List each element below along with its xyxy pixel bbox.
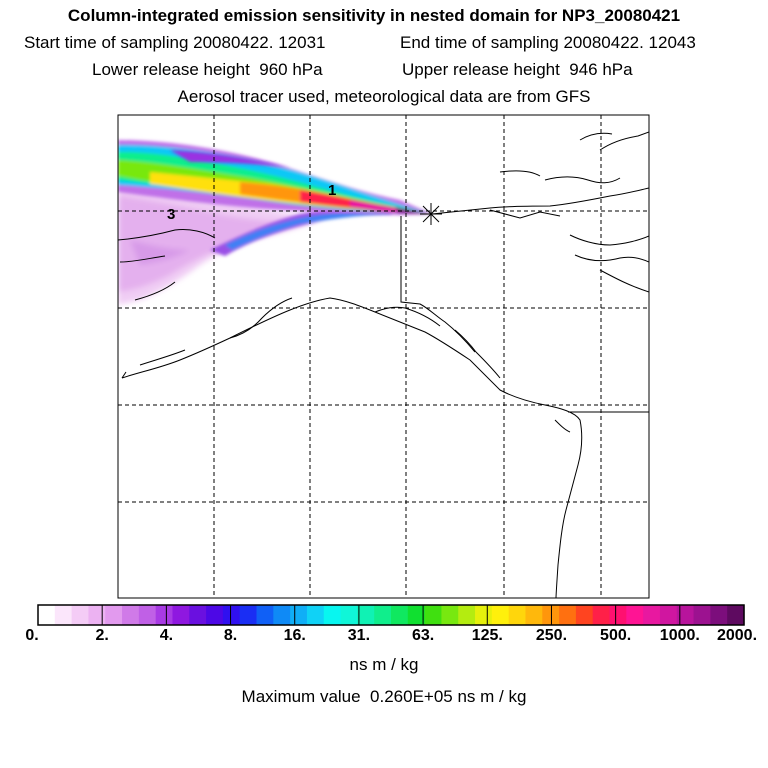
colorbar-swatch xyxy=(727,605,745,625)
colorbar-swatch xyxy=(643,605,661,625)
colorbar-tick-label: 2000. xyxy=(716,627,758,644)
colorbar-swatch xyxy=(206,605,224,625)
colorbar-swatch xyxy=(71,605,90,625)
colorbar-swatch xyxy=(323,605,342,625)
colorbar-swatch xyxy=(88,605,106,625)
colorbar-swatch xyxy=(508,605,527,625)
colorbar-swatch xyxy=(491,605,510,625)
colorbar-swatch xyxy=(374,605,392,625)
colorbar-swatch xyxy=(475,605,493,625)
colorbar-swatch xyxy=(290,605,308,625)
colorbar-swatch xyxy=(676,605,695,625)
colorbar-swatch xyxy=(407,605,426,625)
tracer-note: Aerosol tracer used, meteorological data… xyxy=(177,87,591,106)
colorbar-swatch xyxy=(239,605,258,625)
colorbar-swatch xyxy=(659,605,678,625)
start-time-label: Start time of sampling 20080422. 12031 xyxy=(24,33,326,52)
release-point-star xyxy=(420,203,442,225)
plume-upper-edge xyxy=(170,150,290,168)
colorbar-swatch xyxy=(189,605,207,625)
colorbar-swatch xyxy=(710,605,728,625)
colorbar-swatch xyxy=(357,605,375,625)
colorbar-swatch xyxy=(222,605,241,625)
colorbar-tick-label: 0. xyxy=(25,627,39,644)
colorbar-swatch xyxy=(306,605,325,625)
colorbar-tick-label: 8. xyxy=(223,627,238,644)
colorbar xyxy=(38,605,745,625)
colorbar-swatch xyxy=(340,605,358,625)
colorbar-swatch xyxy=(458,605,476,625)
colorbar-tick-label: 125. xyxy=(471,627,503,644)
colorbar-swatch xyxy=(54,605,73,625)
map-content: 1 3 xyxy=(118,115,649,598)
colorbar-tick-label: 2. xyxy=(95,627,109,644)
colorbar-swatch xyxy=(273,605,291,625)
colorbar-swatch xyxy=(38,605,56,625)
colorbar-tick-label: 4. xyxy=(159,627,174,644)
upper-release-height-label: Upper release height 946 hPa xyxy=(402,60,633,79)
colorbar-swatch xyxy=(172,605,190,625)
colorbar-swatch xyxy=(609,605,627,625)
plume-label-3: 3 xyxy=(167,206,175,223)
colorbar-swatch xyxy=(525,605,543,625)
end-time-label: End time of sampling 20080422. 12043 xyxy=(400,33,696,52)
colorbar-swatch xyxy=(693,605,711,625)
colorbar-units: ns m / kg xyxy=(349,655,419,674)
colorbar-tick-label: 1000. xyxy=(659,627,700,644)
colorbar-frame xyxy=(37,604,745,626)
colorbar-swatch xyxy=(626,605,644,625)
colorbar-swatch xyxy=(155,605,174,625)
colorbar-swatch xyxy=(441,605,459,625)
map-frame xyxy=(117,114,650,599)
colorbar-tick-label: 63. xyxy=(411,627,435,644)
colorbar-swatch xyxy=(559,605,577,625)
coastlines xyxy=(118,131,649,598)
plot-title: Column-integrated emission sensitivity i… xyxy=(67,6,681,25)
lower-release-height-label: Lower release height 960 hPa xyxy=(92,60,323,79)
borders xyxy=(400,216,649,413)
colorbar-swatch xyxy=(391,605,409,625)
plume-label-1: 1 xyxy=(328,182,336,199)
colorbar-swatch xyxy=(138,605,157,625)
colorbar-swatch xyxy=(256,605,274,625)
max-value-label: Maximum value 0.260E+05 ns m / kg xyxy=(241,687,527,706)
colorbar-swatch xyxy=(122,605,140,625)
colorbar-tick-label: 31. xyxy=(347,627,371,644)
colorbar-tick-label: 500. xyxy=(600,627,632,644)
colorbar-swatch xyxy=(575,605,594,625)
plume-diffuse-region xyxy=(118,185,320,305)
colorbar-swatch xyxy=(592,605,611,625)
colorbar-tick-label: 16. xyxy=(283,627,306,644)
colorbar-swatch xyxy=(105,605,123,625)
colorbar-swatch xyxy=(424,605,443,625)
colorbar-tick-label: 250. xyxy=(535,627,568,644)
graticule xyxy=(118,115,649,598)
